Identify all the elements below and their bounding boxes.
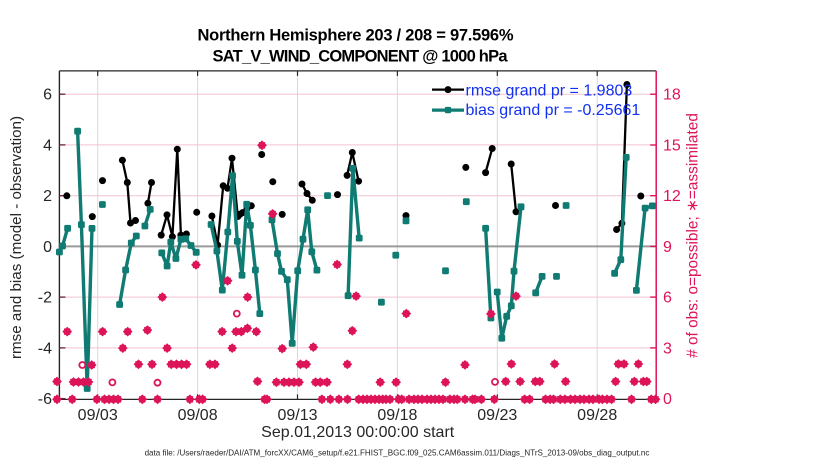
svg-text:Northern Hemisphere 203 / 208: Northern Hemisphere 203 / 208 = 97.596% bbox=[198, 26, 514, 44]
svg-text:4: 4 bbox=[43, 137, 52, 154]
svg-text:rmse and bias (model - observa: rmse and bias (model - observation) bbox=[8, 116, 25, 359]
svg-text:09/08: 09/08 bbox=[178, 407, 218, 424]
svg-text:09/28: 09/28 bbox=[577, 407, 617, 424]
svg-text:09/03: 09/03 bbox=[78, 407, 118, 424]
svg-text:Sep.01,2013 00:00:00 start: Sep.01,2013 00:00:00 start bbox=[261, 424, 455, 441]
svg-text:09/18: 09/18 bbox=[377, 407, 417, 424]
svg-text:-2: -2 bbox=[38, 290, 52, 307]
svg-text:15: 15 bbox=[663, 138, 681, 155]
svg-text:09/13: 09/13 bbox=[277, 407, 317, 424]
svg-text:# of obs: o=possible; ∗=assimi: # of obs: o=possible; ∗=assimilated bbox=[685, 113, 702, 358]
svg-text:-4: -4 bbox=[38, 340, 52, 357]
svg-text:09/23: 09/23 bbox=[477, 407, 517, 424]
svg-text:bias grand pr = -0.25661: bias grand pr = -0.25661 bbox=[466, 102, 641, 119]
svg-text:9: 9 bbox=[663, 239, 672, 256]
svg-text:data file: /Users/raeder/DAI/A: data file: /Users/raeder/DAI/ATM_forcXX/… bbox=[145, 449, 650, 458]
svg-text:rmse grand pr = 1.9803: rmse grand pr = 1.9803 bbox=[466, 83, 633, 100]
svg-text:-6: -6 bbox=[38, 391, 52, 408]
svg-text:18: 18 bbox=[663, 87, 681, 104]
svg-text:3: 3 bbox=[663, 340, 672, 357]
svg-text:SAT_V_WIND_COMPONENT @ 1000 hP: SAT_V_WIND_COMPONENT @ 1000 hPa bbox=[213, 47, 509, 65]
svg-text:0: 0 bbox=[663, 391, 672, 408]
svg-text:6: 6 bbox=[663, 290, 672, 307]
svg-text:6: 6 bbox=[43, 87, 52, 104]
svg-text:2: 2 bbox=[43, 188, 52, 205]
svg-text:12: 12 bbox=[663, 188, 681, 205]
svg-text:0: 0 bbox=[43, 239, 52, 256]
